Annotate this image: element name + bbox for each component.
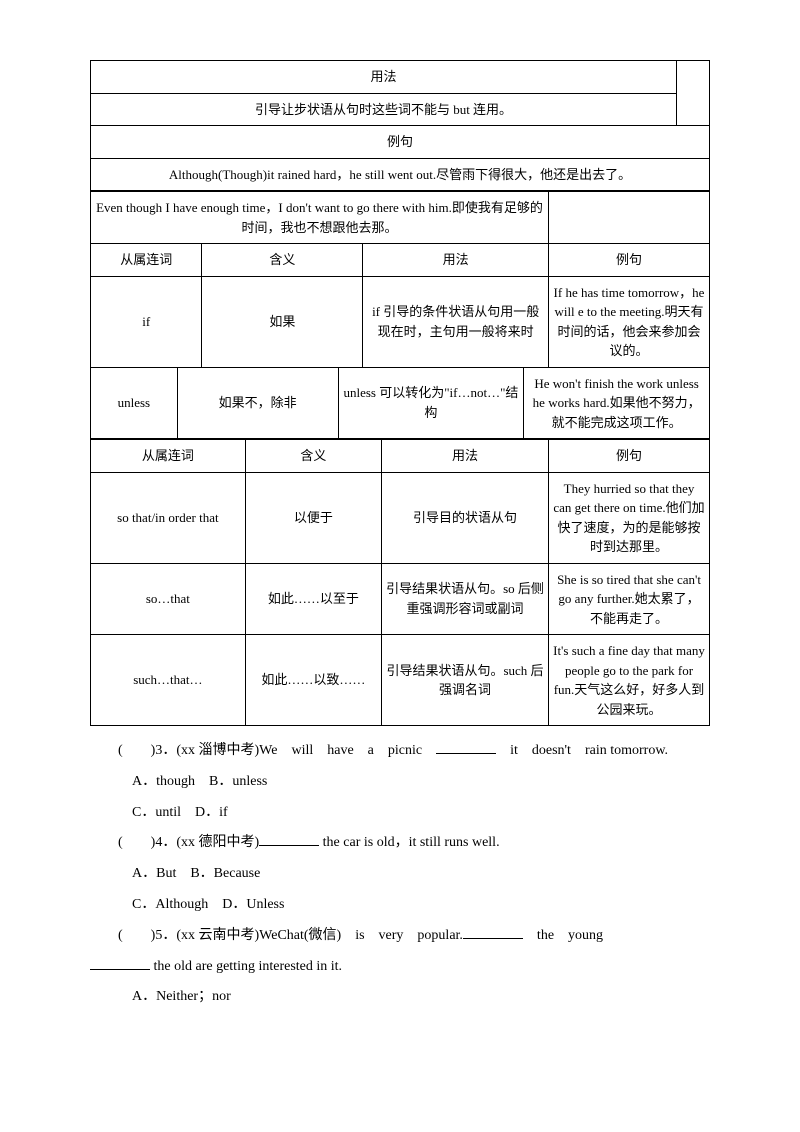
t3-r0c4: They hurried so that they can get there … — [549, 472, 710, 563]
t3-r0c2: 以便于 — [245, 472, 381, 563]
q4-optB: C．Although D．Unless — [90, 890, 710, 921]
t3-r2c4: It's such a fine day that many people go… — [549, 635, 710, 726]
t3-r2c2: 如此……以致…… — [245, 635, 381, 726]
t3-h2: 含义 — [245, 440, 381, 473]
t3-r1c1: so…that — [91, 563, 246, 635]
q5-stem2: the old are getting interested in it. — [90, 952, 710, 983]
t1-blank2 — [549, 192, 710, 244]
t2-h2: 含义 — [202, 244, 363, 277]
q4-stem: ( )4．(xx 德阳中考) the car is old，it still r… — [90, 828, 710, 859]
t1-blank1 — [677, 61, 710, 126]
t2-h3: 用法 — [363, 244, 549, 277]
t3-r1c4: She is so tired that she can't go any fu… — [549, 563, 710, 635]
t1-header1: 用法 — [91, 61, 677, 94]
t3-r0c3: 引导目的状语从句 — [381, 472, 548, 563]
t2-r1c1: unless — [91, 367, 178, 439]
t3-h3: 用法 — [381, 440, 548, 473]
t3-h1: 从属连词 — [91, 440, 246, 473]
t3-r0c1: so that/in order that — [91, 472, 246, 563]
t1-row1: 引导让步状语从句时这些词不能与 but 连用。 — [91, 93, 677, 126]
usage-table-2: Even though I have enough time，I don't w… — [90, 191, 710, 439]
t2-r0c2: 如果 — [202, 276, 363, 367]
t2-r1c2: 如果不，除非 — [177, 367, 338, 439]
t1-row2: Although(Though)it rained hard，he still … — [91, 158, 710, 191]
t1-header2: 例句 — [91, 126, 710, 159]
questions-block: ( )3．(xx 淄博中考)We will have a picnic it d… — [90, 736, 710, 1013]
t1-row3: Even though I have enough time，I don't w… — [91, 192, 549, 244]
t2-r1c4: He won't finish the work unless he works… — [524, 367, 710, 439]
t3-r2c3: 引导结果状语从句。such 后强调名词 — [381, 635, 548, 726]
t2-h4: 例句 — [549, 244, 710, 277]
t3-r1c2: 如此……以至于 — [245, 563, 381, 635]
t2-r1c3: unless 可以转化为"if…not…"结构 — [338, 367, 524, 439]
q3-optB: C．until D．if — [90, 798, 710, 829]
t2-r0c4: If he has time tomorrow，he will e to the… — [549, 276, 710, 367]
t2-r0c3: if 引导的条件状语从句用一般现在时，主句用一般将来时 — [363, 276, 549, 367]
t3-r2c1: such…that… — [91, 635, 246, 726]
q4-optA: A．But B．Because — [90, 859, 710, 890]
usage-table-1: 用法 引导让步状语从句时这些词不能与 but 连用。 例句 Although(T… — [90, 60, 710, 191]
q3-optA: A．though B．unless — [90, 767, 710, 798]
q5-optA: A．Neither；nor — [90, 982, 710, 1013]
usage-table-3: 从属连词 含义 用法 例句 so that/in order that 以便于 … — [90, 439, 710, 726]
t2-r0c1: if — [91, 276, 202, 367]
q3-stem: ( )3．(xx 淄博中考)We will have a picnic it d… — [90, 736, 710, 767]
t2-h1: 从属连词 — [91, 244, 202, 277]
q5-stem: ( )5．(xx 云南中考)WeChat(微信) is very popular… — [90, 921, 710, 952]
t3-r1c3: 引导结果状语从句。so 后侧重强调形容词或副词 — [381, 563, 548, 635]
t3-h4: 例句 — [549, 440, 710, 473]
